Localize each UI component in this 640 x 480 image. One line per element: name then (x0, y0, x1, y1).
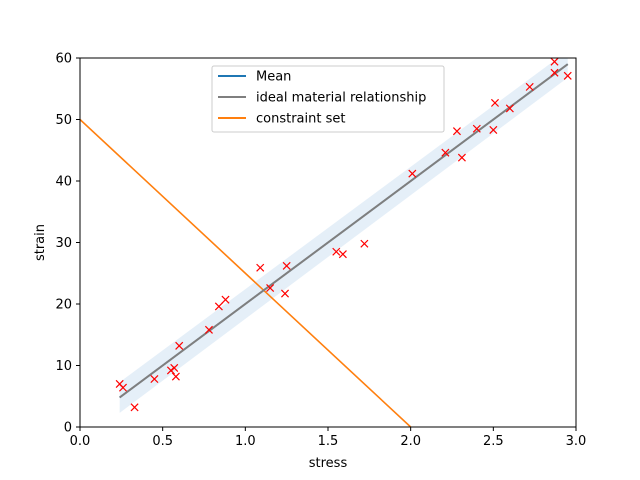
data-point (170, 363, 179, 372)
data-point (441, 148, 450, 157)
data-point (563, 71, 572, 80)
y-tick-label: 20 (55, 298, 72, 313)
axis-ticks: 0.0 0.5 1.0 1.5 2.0 2.5 3.0 0 10 20 30 40 50 60 (55, 52, 586, 450)
legend: Mean ideal material relationship constrain… (211, 65, 445, 133)
y-tick-label: 50 (55, 113, 72, 128)
y-tick-label: 60 (55, 52, 72, 67)
legend-label: ideal material relationship (256, 91, 426, 106)
x-tick-label: 0.5 (152, 434, 173, 449)
y-tick-label: 0 (64, 421, 72, 436)
data-point (505, 104, 514, 113)
x-tick-label: 2.5 (483, 434, 504, 449)
data-point (266, 283, 275, 293)
legend-label: constraint set (256, 112, 345, 127)
y-axis-label: strain (33, 224, 48, 261)
data-point (221, 295, 230, 304)
series-line-ideal-material-relationship (119, 63, 569, 399)
x-axis-label: stress (309, 456, 348, 471)
data-point (118, 383, 128, 392)
y-tick-label: 40 (55, 175, 72, 190)
data-point (550, 57, 559, 66)
data-point (525, 82, 534, 91)
data-point (150, 375, 159, 384)
y-tick-label: 10 (55, 359, 72, 374)
data-point (457, 153, 466, 162)
y-tick-label: 30 (55, 236, 72, 251)
plot-area (80, 57, 572, 427)
legend-label: Mean (256, 70, 291, 85)
x-tick-label: 0.0 (70, 434, 91, 449)
x-tick-label: 1.0 (235, 434, 256, 449)
data-point (204, 325, 213, 334)
data-point (452, 127, 461, 136)
data-point (332, 247, 341, 256)
x-tick-label: 1.5 (318, 434, 339, 449)
data-point (282, 261, 291, 270)
data-point (472, 124, 481, 133)
data-point (550, 68, 559, 77)
data-point (175, 341, 184, 350)
data-point (360, 239, 369, 248)
x-tick-label: 2.0 (400, 434, 421, 449)
series-line-constraint-set (80, 118, 412, 427)
x-tick-label: 3.0 (566, 434, 587, 449)
legend-box (211, 65, 445, 133)
data-point (256, 263, 265, 272)
data-point (280, 289, 290, 298)
data-point (490, 98, 500, 107)
data-point (171, 372, 180, 381)
data-point (408, 169, 417, 178)
data-point (338, 250, 347, 259)
data-point (130, 403, 139, 412)
data-point (214, 302, 223, 311)
data-point (489, 125, 498, 134)
